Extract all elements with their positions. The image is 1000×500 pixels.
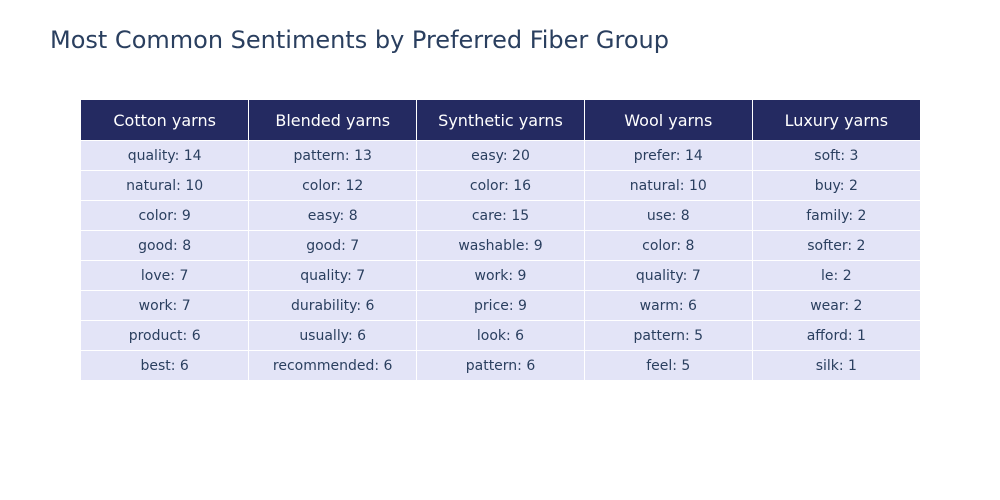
table-cell: good: 8 — [81, 230, 250, 261]
table-header: Cotton yarns Blended yarns Synthetic yarns… — [81, 100, 920, 141]
table-cell: family: 2 — [751, 200, 920, 231]
table-row: natural: 10 color: 12 color: 16 natural: 10… — [81, 170, 920, 201]
table-cell: good: 7 — [248, 230, 418, 261]
table-cell: color: 8 — [583, 230, 753, 261]
sentiment-table: Cotton yarns Blended yarns Synthetic yarns… — [81, 100, 920, 381]
table-cell: natural: 10 — [81, 170, 250, 201]
column-header: Blended yarns — [248, 100, 418, 141]
table-cell: quality: 14 — [81, 140, 250, 171]
table-cell: easy: 20 — [416, 140, 585, 171]
table-cell: color: 16 — [416, 170, 585, 201]
table-cell: work: 7 — [81, 290, 250, 321]
table-cell: prefer: 14 — [583, 140, 753, 171]
table-cell: work: 9 — [416, 260, 585, 291]
table-cell: look: 6 — [416, 320, 585, 351]
table-cell: easy: 8 — [248, 200, 418, 231]
sentiment-table-container: Cotton yarns Blended yarns Synthetic yarns… — [81, 100, 920, 381]
table-cell: color: 9 — [81, 200, 250, 231]
table-cell: le: 2 — [751, 260, 920, 291]
table-row: best: 6 recommended: 6 pattern: 6 feel: 5 si… — [81, 350, 920, 381]
column-header: Cotton yarns — [81, 100, 250, 141]
table-row: color: 9 easy: 8 care: 15 use: 8 family: 2 — [81, 200, 920, 231]
table-cell: afford: 1 — [751, 320, 920, 351]
table-row: good: 8 good: 7 washable: 9 color: 8 softer:… — [81, 230, 920, 261]
table-body: quality: 14 pattern: 13 easy: 20 prefer: 14… — [81, 140, 920, 381]
table-cell: warm: 6 — [583, 290, 753, 321]
table-cell: love: 7 — [81, 260, 250, 291]
table-cell: care: 15 — [416, 200, 585, 231]
table-row: product: 6 usually: 6 look: 6 pattern: 5 aff… — [81, 320, 920, 351]
table-cell: wear: 2 — [751, 290, 920, 321]
table-row: quality: 14 pattern: 13 easy: 20 prefer: 14… — [81, 140, 920, 171]
table-cell: pattern: 13 — [248, 140, 418, 171]
table-cell: best: 6 — [81, 350, 250, 381]
column-header: Synthetic yarns — [416, 100, 585, 141]
column-header: Luxury yarns — [751, 100, 920, 141]
chart-title: Most Common Sentiments by Preferred Fibe… — [50, 26, 669, 54]
table-cell: feel: 5 — [583, 350, 753, 381]
table-cell: pattern: 5 — [583, 320, 753, 351]
table-cell: natural: 10 — [583, 170, 753, 201]
table-cell: usually: 6 — [248, 320, 418, 351]
table-cell: washable: 9 — [416, 230, 585, 261]
table-row: work: 7 durability: 6 price: 9 warm: 6 wear:… — [81, 290, 920, 321]
header-row: Cotton yarns Blended yarns Synthetic yarns… — [81, 100, 920, 141]
table-cell: pattern: 6 — [416, 350, 585, 381]
table-cell: durability: 6 — [248, 290, 418, 321]
table-cell: buy: 2 — [751, 170, 920, 201]
table-cell: silk: 1 — [751, 350, 920, 381]
table-cell: price: 9 — [416, 290, 585, 321]
table-cell: recommended: 6 — [248, 350, 418, 381]
table-cell: color: 12 — [248, 170, 418, 201]
table-cell: quality: 7 — [583, 260, 753, 291]
table-row: love: 7 quality: 7 work: 9 quality: 7 le: 2 — [81, 260, 920, 291]
table-cell: use: 8 — [583, 200, 753, 231]
table-cell: softer: 2 — [751, 230, 920, 261]
table-cell: soft: 3 — [751, 140, 920, 171]
table-cell: product: 6 — [81, 320, 250, 351]
column-header: Wool yarns — [583, 100, 753, 141]
table-cell: quality: 7 — [248, 260, 418, 291]
